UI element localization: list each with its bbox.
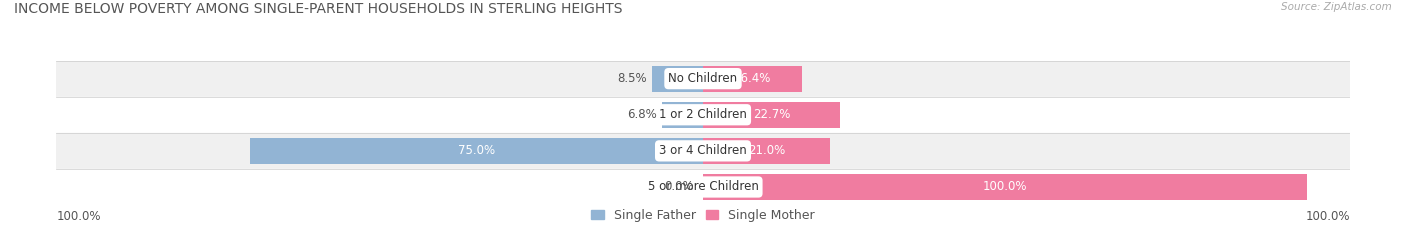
Bar	[56, 61, 1350, 97]
Legend: Single Father, Single Mother: Single Father, Single Mother	[586, 204, 820, 227]
Bar	[56, 133, 1350, 169]
Text: 5 or more Children: 5 or more Children	[648, 181, 758, 193]
Text: 6.8%: 6.8%	[627, 108, 657, 121]
Text: No Children: No Children	[668, 72, 738, 85]
Text: 16.4%: 16.4%	[734, 72, 772, 85]
Text: 1 or 2 Children: 1 or 2 Children	[659, 108, 747, 121]
Text: 100.0%: 100.0%	[1305, 210, 1350, 223]
Bar	[703, 66, 803, 92]
Text: 21.0%: 21.0%	[748, 144, 785, 157]
Text: 22.7%: 22.7%	[754, 108, 790, 121]
Text: 100.0%: 100.0%	[56, 210, 101, 223]
Bar	[703, 102, 841, 128]
Text: 8.5%: 8.5%	[617, 72, 647, 85]
Text: Source: ZipAtlas.com: Source: ZipAtlas.com	[1281, 2, 1392, 12]
Bar	[703, 138, 830, 164]
Text: 0.0%: 0.0%	[664, 181, 695, 193]
Bar	[56, 97, 1350, 133]
Bar	[703, 174, 1308, 200]
Bar	[662, 102, 703, 128]
Bar	[56, 169, 1350, 205]
Text: 3 or 4 Children: 3 or 4 Children	[659, 144, 747, 157]
Text: 100.0%: 100.0%	[983, 181, 1028, 193]
Bar	[250, 138, 703, 164]
Text: 75.0%: 75.0%	[458, 144, 495, 157]
Bar	[651, 66, 703, 92]
Text: INCOME BELOW POVERTY AMONG SINGLE-PARENT HOUSEHOLDS IN STERLING HEIGHTS: INCOME BELOW POVERTY AMONG SINGLE-PARENT…	[14, 2, 623, 16]
